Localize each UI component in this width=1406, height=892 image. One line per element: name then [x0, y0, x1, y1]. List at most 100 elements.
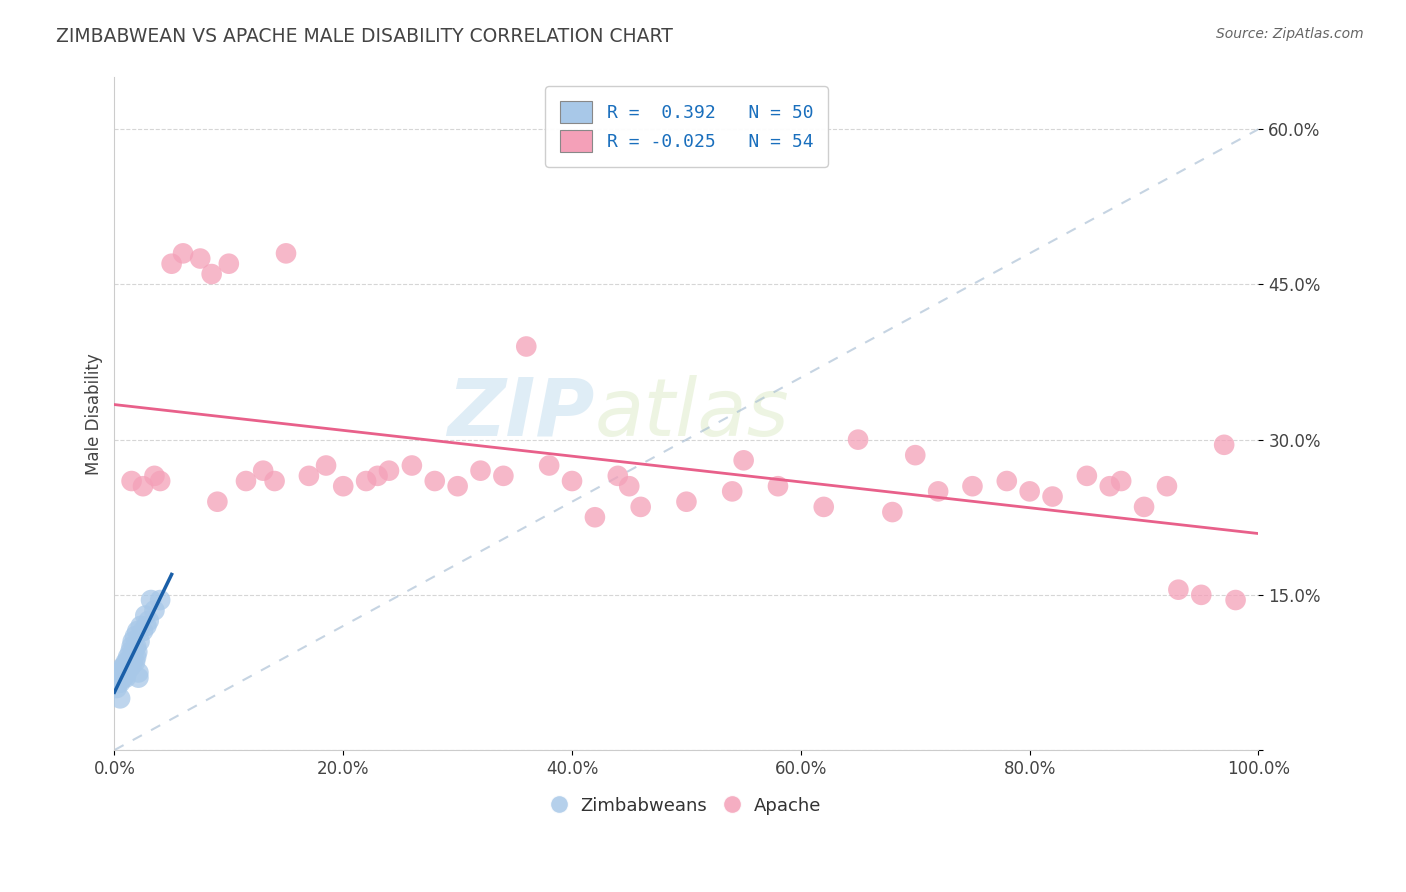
Point	[149, 593, 172, 607]
Point	[446, 479, 468, 493]
Point	[813, 500, 835, 514]
Point	[188, 252, 211, 266]
Point	[401, 458, 423, 473]
Point	[132, 479, 155, 493]
Point	[218, 257, 240, 271]
Point	[1042, 490, 1064, 504]
Point	[127, 645, 149, 659]
Point	[583, 510, 606, 524]
Point	[332, 479, 354, 493]
Legend: Zimbabweans, Apache: Zimbabweans, Apache	[544, 789, 828, 822]
Point	[201, 267, 224, 281]
Point	[115, 655, 138, 669]
Point	[134, 608, 156, 623]
Point	[1109, 474, 1132, 488]
Point	[110, 671, 132, 685]
Point	[423, 474, 446, 488]
Point	[108, 671, 131, 685]
Text: ZIP: ZIP	[447, 375, 595, 453]
Point	[132, 624, 155, 638]
Point	[1213, 438, 1236, 452]
Point	[117, 660, 139, 674]
Point	[143, 603, 166, 617]
Point	[367, 468, 389, 483]
Point	[721, 484, 744, 499]
Point	[619, 479, 641, 493]
Point	[606, 468, 628, 483]
Point	[172, 246, 194, 260]
Point	[121, 634, 143, 648]
Point	[766, 479, 789, 493]
Point	[115, 655, 138, 669]
Point	[115, 671, 138, 685]
Point	[274, 246, 297, 260]
Point	[207, 494, 229, 508]
Point	[118, 660, 141, 674]
Point	[115, 660, 138, 674]
Point	[1098, 479, 1121, 493]
Text: atlas: atlas	[595, 375, 790, 453]
Point	[117, 649, 139, 664]
Point	[112, 671, 135, 685]
Point	[108, 691, 131, 706]
Point	[112, 660, 135, 674]
Point	[515, 339, 537, 353]
Point	[118, 655, 141, 669]
Point	[354, 474, 377, 488]
Point	[315, 458, 337, 473]
Point	[235, 474, 257, 488]
Point	[127, 671, 149, 685]
Text: ZIMBABWEAN VS APACHE MALE DISABILITY CORRELATION CHART: ZIMBABWEAN VS APACHE MALE DISABILITY COR…	[56, 27, 673, 45]
Point	[1189, 588, 1212, 602]
Point	[121, 655, 143, 669]
Point	[108, 671, 131, 685]
Point	[107, 675, 129, 690]
Point	[107, 675, 129, 690]
Point	[120, 645, 142, 659]
Point	[904, 448, 927, 462]
Point	[492, 468, 515, 483]
Text: Source: ZipAtlas.com: Source: ZipAtlas.com	[1216, 27, 1364, 41]
Point	[1225, 593, 1247, 607]
Point	[675, 494, 697, 508]
Point	[538, 458, 561, 473]
Point	[1167, 582, 1189, 597]
Point	[114, 665, 136, 680]
Point	[105, 681, 128, 695]
Point	[108, 675, 131, 690]
Point	[115, 665, 138, 680]
Point	[1018, 484, 1040, 499]
Point	[263, 474, 285, 488]
Point	[138, 614, 160, 628]
Point	[160, 257, 183, 271]
Point	[115, 665, 138, 680]
Point	[127, 624, 149, 638]
Point	[120, 660, 142, 674]
Point	[111, 671, 134, 685]
Point	[125, 649, 148, 664]
Point	[1133, 500, 1156, 514]
Point	[121, 640, 143, 654]
Point	[121, 649, 143, 664]
Point	[470, 464, 492, 478]
Point	[129, 619, 152, 633]
Point	[122, 645, 145, 659]
Point	[125, 640, 148, 654]
Point	[298, 468, 321, 483]
Point	[846, 433, 869, 447]
Point	[124, 655, 146, 669]
Y-axis label: Male Disability: Male Disability	[86, 353, 103, 475]
Point	[630, 500, 652, 514]
Point	[108, 665, 131, 680]
Point	[882, 505, 904, 519]
Point	[114, 660, 136, 674]
Point	[1156, 479, 1178, 493]
Point	[128, 634, 150, 648]
Point	[127, 665, 149, 680]
Point	[111, 660, 134, 674]
Point	[110, 665, 132, 680]
Point	[252, 464, 274, 478]
Point	[121, 474, 143, 488]
Point	[995, 474, 1018, 488]
Point	[124, 629, 146, 643]
